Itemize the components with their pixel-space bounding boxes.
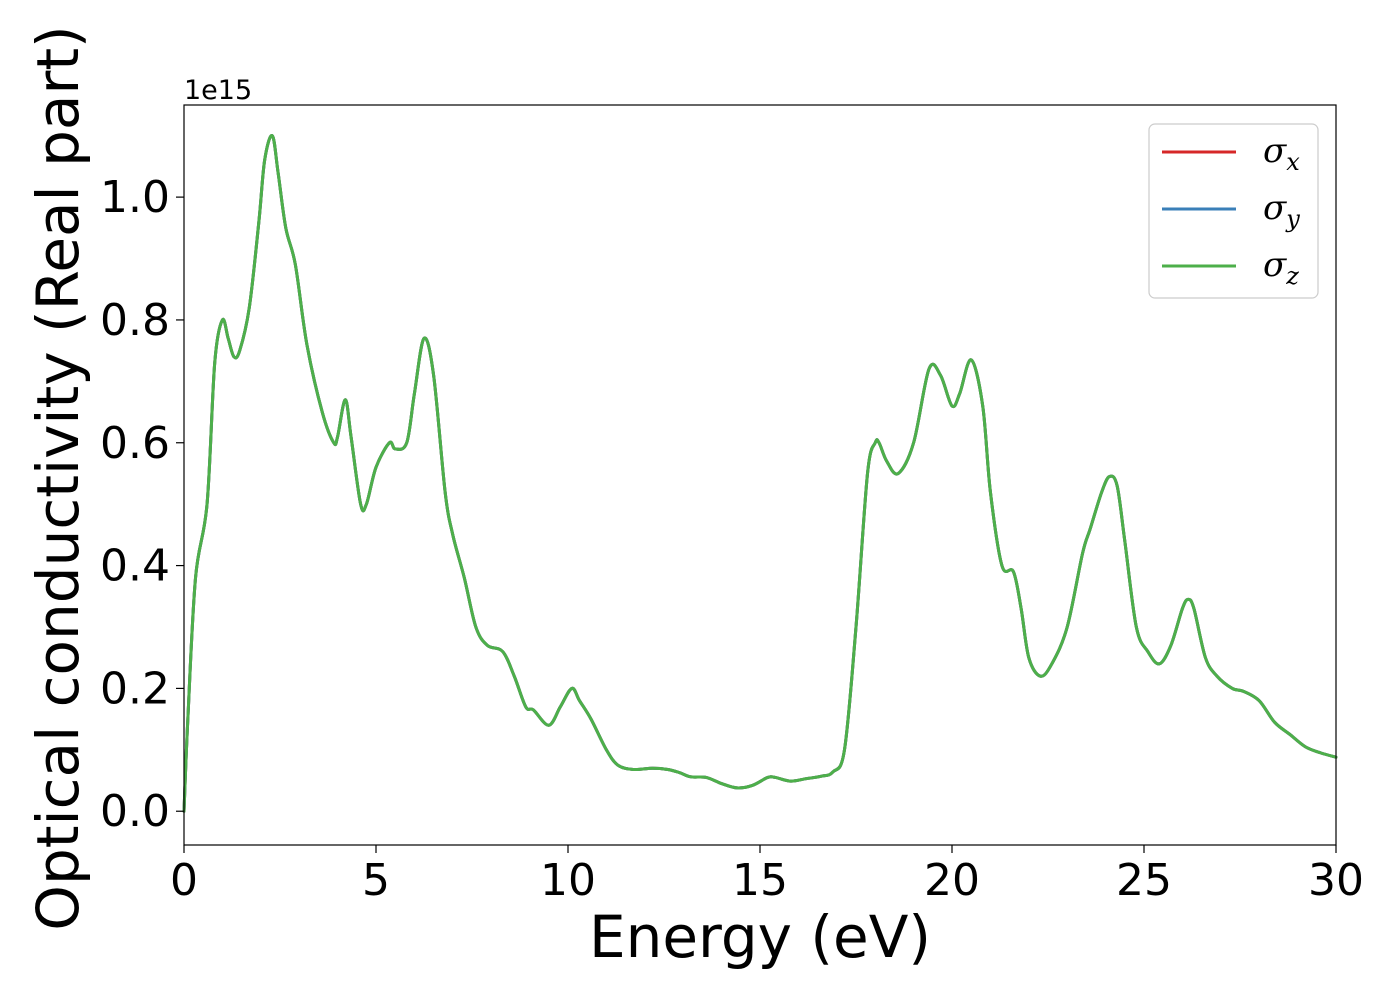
x-tick-label: 10 xyxy=(540,855,596,906)
y-tick-label: 0.6 xyxy=(100,418,170,469)
y-tick-label: 1.0 xyxy=(100,172,170,223)
y-tick-label: 0.2 xyxy=(100,663,170,714)
y-tick-label: 0.4 xyxy=(100,541,170,592)
x-axis: 0 5 10 15 20 25 30 xyxy=(170,845,1364,906)
y-axis-label: Optical conductivity (Real part) xyxy=(24,25,92,930)
x-tick-label: 30 xyxy=(1308,855,1364,906)
x-tick-label: 5 xyxy=(362,855,390,906)
y-axis: 0.0 0.2 0.4 0.6 0.8 1.0 xyxy=(100,172,184,837)
series-lines xyxy=(182,134,1338,813)
x-tick-label: 0 xyxy=(170,855,198,906)
x-axis-label: Energy (eV) xyxy=(589,903,931,971)
series-line-z xyxy=(182,134,1338,813)
y-tick-label: 0.0 xyxy=(100,786,170,837)
x-tick-label: 20 xyxy=(924,855,980,906)
legend-frame xyxy=(1148,123,1319,299)
x-tick-label: 15 xyxy=(732,855,788,906)
x-tick-label: 25 xyxy=(1116,855,1172,906)
y-axis-offset-label: 1e15 xyxy=(184,75,252,106)
y-tick-label: 0.8 xyxy=(100,295,170,346)
